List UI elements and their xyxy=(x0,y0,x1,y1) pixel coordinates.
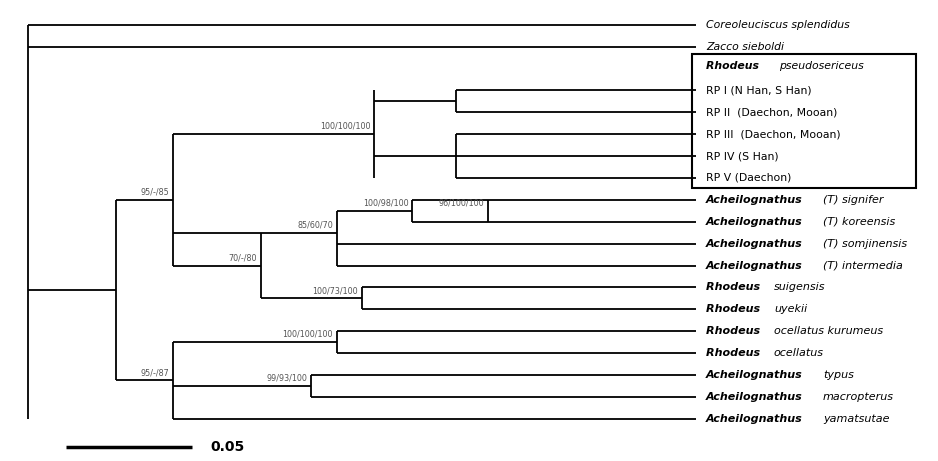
Text: (T) signifer: (T) signifer xyxy=(823,195,884,205)
Text: 85/60/70: 85/60/70 xyxy=(297,220,333,230)
Text: yamatsutae: yamatsutae xyxy=(823,414,889,424)
Text: typus: typus xyxy=(823,370,854,380)
Text: Acheilognathus: Acheilognathus xyxy=(706,370,807,380)
Text: RP IV (S Han): RP IV (S Han) xyxy=(706,151,779,161)
Text: Coreoleuciscus splendidus: Coreoleuciscus splendidus xyxy=(706,20,850,30)
Text: Rhodeus: Rhodeus xyxy=(706,348,764,358)
Text: Rhodeus: Rhodeus xyxy=(706,283,764,292)
Text: Acheilognathus: Acheilognathus xyxy=(706,217,807,227)
Text: (T) somjinensis: (T) somjinensis xyxy=(823,239,907,248)
Text: 70/-/80: 70/-/80 xyxy=(229,253,257,262)
Text: suigensis: suigensis xyxy=(774,283,825,292)
Text: (T) koreensis: (T) koreensis xyxy=(823,217,896,227)
Text: macropterus: macropterus xyxy=(823,392,894,402)
Text: 99/93/100: 99/93/100 xyxy=(266,374,308,383)
Text: Rhodeus: Rhodeus xyxy=(706,326,764,336)
Text: Acheilognathus: Acheilognathus xyxy=(706,195,807,205)
Text: Acheilognathus: Acheilognathus xyxy=(706,414,807,424)
Text: RP I (N Han, S Han): RP I (N Han, S Han) xyxy=(706,85,811,95)
Text: Rhodeus: Rhodeus xyxy=(706,304,764,314)
Text: 100/100/100: 100/100/100 xyxy=(320,122,371,131)
Text: Zacco sieboldi: Zacco sieboldi xyxy=(706,41,784,52)
Text: 0.05: 0.05 xyxy=(211,440,245,454)
Text: ocellatus: ocellatus xyxy=(774,348,824,358)
Bar xyxy=(692,54,916,188)
Text: 100/98/100: 100/98/100 xyxy=(363,199,409,207)
Text: RP V (Daechon): RP V (Daechon) xyxy=(706,173,792,183)
Text: uyekii: uyekii xyxy=(774,304,808,314)
Text: 100/100/100: 100/100/100 xyxy=(282,330,333,339)
Text: 96/100/100: 96/100/100 xyxy=(438,199,484,207)
Text: ocellatus kurumeus: ocellatus kurumeus xyxy=(774,326,883,336)
Text: (T) intermedia: (T) intermedia xyxy=(823,260,903,271)
Text: pseudosericeus: pseudosericeus xyxy=(779,61,864,71)
Text: 95/-/87: 95/-/87 xyxy=(141,368,169,377)
Text: 95/-/85: 95/-/85 xyxy=(141,188,169,196)
Text: 100/73/100: 100/73/100 xyxy=(312,286,358,295)
Text: Acheilognathus: Acheilognathus xyxy=(706,392,807,402)
Text: Acheilognathus: Acheilognathus xyxy=(706,239,807,248)
Text: Rhodeus: Rhodeus xyxy=(706,61,763,71)
Text: RP II  (Daechon, Mooan): RP II (Daechon, Mooan) xyxy=(706,107,838,117)
Text: Acheilognathus: Acheilognathus xyxy=(706,260,807,271)
Text: RP III  (Daechon, Mooan): RP III (Daechon, Mooan) xyxy=(706,129,840,139)
